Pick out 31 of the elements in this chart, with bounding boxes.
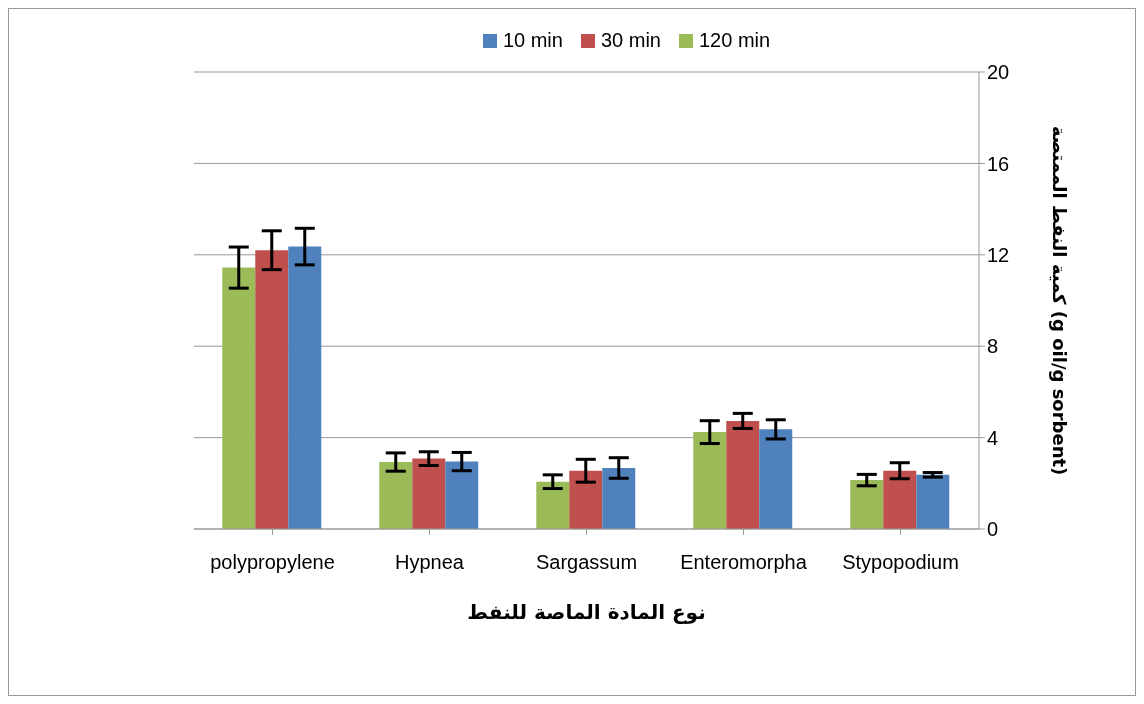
x-tick-label: Stypopodium: [842, 551, 959, 574]
bar: [883, 470, 917, 529]
legend-label: 30 min: [599, 29, 661, 52]
bar: [412, 458, 446, 529]
bar: [759, 429, 793, 529]
legend-label: 10 min: [501, 29, 563, 52]
bar: [288, 246, 322, 529]
y-tick-label: 8: [987, 335, 999, 358]
y-tick-label: 0: [987, 518, 999, 541]
bar: [536, 481, 570, 529]
y-axis-title: كمية النفط الممتصة (g oil/g sorbent): [1048, 125, 1070, 476]
bar: [693, 432, 727, 529]
y-tick-label: 4: [987, 426, 999, 449]
bar: [850, 480, 884, 529]
x-tick-label: Sargassum: [535, 551, 638, 574]
y-tick-label: 12: [987, 243, 1010, 266]
y-tick-label: 16: [987, 152, 1010, 175]
bar: [569, 470, 603, 529]
bar: [255, 250, 289, 529]
x-tick-label: Enteromorpha: [680, 551, 808, 574]
x-axis-title: نوع المادة الماصة للنفط: [467, 600, 706, 624]
bar: [445, 461, 479, 529]
bar: [602, 467, 636, 529]
legend-label: 120 min: [697, 29, 771, 52]
bar: [726, 420, 760, 529]
x-tick-label: polypropylene: [210, 551, 335, 574]
y-tick-label: 20: [987, 61, 1010, 84]
x-tick-label: Hypnea: [395, 551, 465, 574]
bar: [379, 462, 413, 529]
bar: [916, 474, 950, 529]
bar: [222, 267, 256, 529]
